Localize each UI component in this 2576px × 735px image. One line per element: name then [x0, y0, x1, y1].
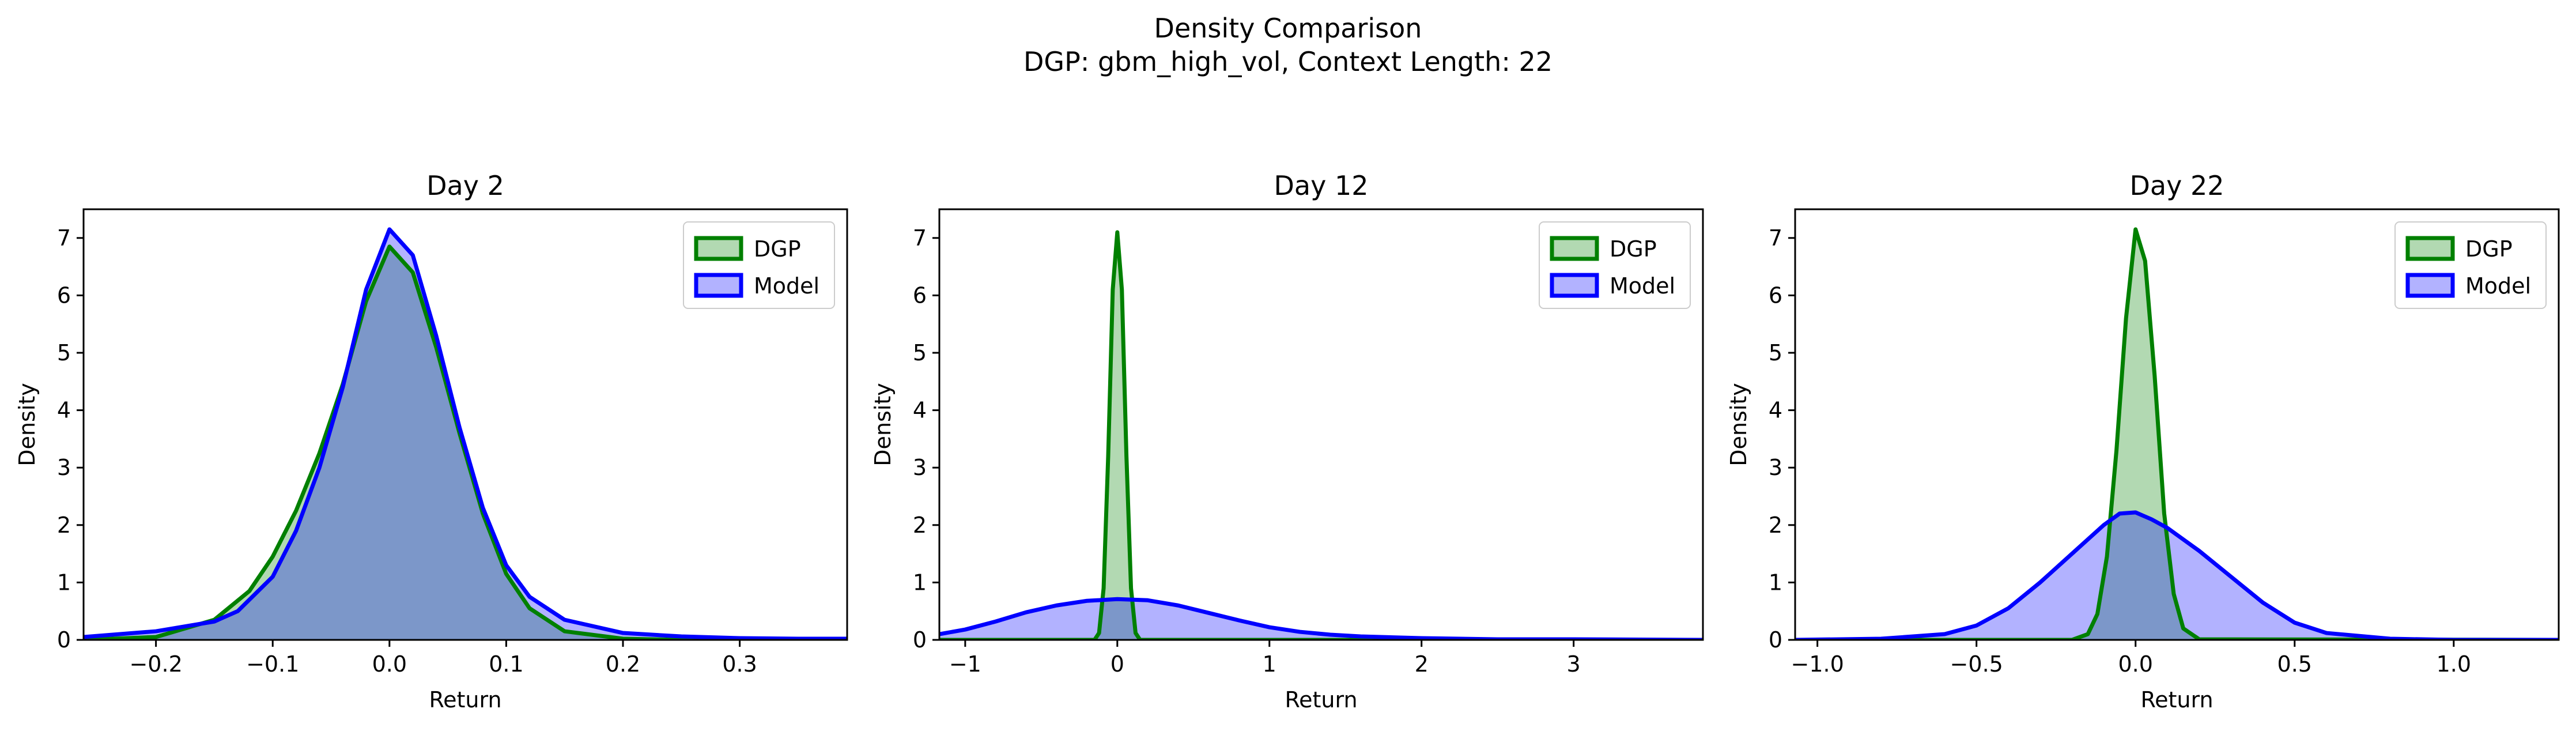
subplot-title: Day 2 — [426, 170, 504, 201]
y-tick-label: 7 — [57, 225, 71, 251]
legend-label-model: Model — [1610, 273, 1675, 299]
legend: DGP Model — [2394, 221, 2547, 309]
legend-swatch-model — [1550, 273, 1599, 298]
x-tick-label: −0.2 — [129, 651, 182, 677]
plot-area — [1795, 227, 2559, 640]
y-tick-label: 3 — [57, 455, 71, 480]
axes-frame — [82, 208, 848, 641]
subplot-2: −1 0 1 2 3 0 1 2 3 4 5 6 7 Return Density Day 12 DGP Mode… — [870, 170, 1704, 713]
x-tick-label: 1.0 — [2437, 651, 2471, 677]
y-axis-label: Density — [1726, 383, 1751, 466]
y-tick-label: 3 — [913, 455, 927, 480]
density-line-dgp — [84, 244, 847, 640]
legend: DGP Model — [683, 221, 835, 309]
y-axis-label: Density — [14, 383, 40, 466]
y-tick-label: 7 — [1769, 225, 1782, 251]
legend-swatch-dgp — [1550, 236, 1599, 261]
x-tick-label: 0.3 — [722, 651, 757, 677]
y-tick-label: 5 — [1769, 340, 1782, 365]
legend-swatch-model — [694, 273, 743, 298]
y-tick-label: 0 — [57, 627, 71, 653]
axes-frame — [938, 208, 1704, 641]
y-axis-label: Density — [870, 383, 896, 466]
x-axis-label: Return — [2140, 687, 2213, 713]
legend-swatch-dgp — [694, 236, 743, 261]
subplot-title: Day 22 — [2130, 170, 2224, 201]
y-tick-label: 5 — [57, 340, 71, 365]
y-tick-label: 0 — [913, 627, 927, 653]
y-tick-label: 6 — [913, 282, 927, 308]
x-tick-label: −1.0 — [1791, 651, 1844, 677]
density-line-model — [1795, 510, 2559, 640]
x-tick-label: 0.1 — [489, 651, 523, 677]
subplot-3: −1.0 −0.5 0.0 0.5 1.0 0 1 2 3 4 5 6 7 Return Density Da… — [1726, 170, 2560, 713]
density-line-model — [939, 597, 1703, 640]
density-line-model — [84, 227, 847, 640]
legend-label-model: Model — [754, 273, 819, 299]
subplot-1: −0.2 −0.1 0.0 0.1 0.2 0.3 0 1 2 3 4 5 6 7 Return Densit… — [14, 170, 848, 713]
y-tick-label: 7 — [913, 225, 927, 251]
y-tick-label: 4 — [1769, 398, 1782, 423]
x-tick-label: 0.5 — [2277, 651, 2312, 677]
x-tick-label: −0.1 — [246, 651, 299, 677]
legend-label-dgp: DGP — [1610, 236, 1657, 262]
x-axis-label: Return — [1285, 687, 1357, 713]
legend-box — [1539, 221, 1691, 309]
y-tick-label: 4 — [913, 398, 927, 423]
legend-label-model: Model — [2465, 273, 2531, 299]
x-tick-label: 2 — [1415, 651, 1429, 677]
figure-subtitle: DGP: gbm_high_vol, Context Length: 22 — [1023, 46, 1553, 77]
x-tick-label: −1 — [949, 651, 981, 677]
y-tick-label: 2 — [1769, 512, 1782, 538]
legend: DGP Model — [1539, 221, 1691, 309]
density-fill-dgp — [84, 246, 847, 640]
x-tick-label: 0.0 — [2118, 651, 2153, 677]
axes-frame — [1794, 208, 2560, 641]
y-tick-label: 1 — [1769, 570, 1782, 595]
y-tick-label: 1 — [57, 570, 71, 595]
subplot-title: Day 12 — [1274, 170, 1369, 201]
legend-label-dgp: DGP — [754, 236, 801, 262]
legend-box — [2394, 221, 2547, 309]
x-axis-label: Return — [429, 687, 501, 713]
y-tick-label: 6 — [57, 282, 71, 308]
legend-box — [683, 221, 835, 309]
legend-swatch-dgp — [2405, 236, 2455, 261]
x-tick-label: 0 — [1111, 651, 1124, 677]
legend-label-dgp: DGP — [2465, 236, 2513, 262]
density-fill-model — [939, 599, 1703, 640]
density-line-dgp — [939, 230, 1703, 640]
subplot-panels: −0.2 −0.1 0.0 0.1 0.2 0.3 0 1 2 3 4 5 6 7 Return Densit… — [14, 170, 2560, 713]
x-tick-label: 3 — [1567, 651, 1581, 677]
y-tick-label: 1 — [913, 570, 927, 595]
plot-area — [84, 227, 847, 640]
density-line-dgp — [1795, 227, 2559, 640]
density-fill-model — [1795, 512, 2559, 640]
figure-title: Density Comparison — [1154, 13, 1422, 44]
plot-area — [939, 230, 1703, 640]
x-tick-label: 0.0 — [372, 651, 407, 677]
x-tick-label: 0.2 — [606, 651, 640, 677]
y-tick-label: 2 — [57, 512, 71, 538]
y-tick-label: 2 — [913, 512, 927, 538]
x-tick-label: −0.5 — [1950, 651, 2003, 677]
y-tick-label: 5 — [913, 340, 927, 365]
density-fill-model — [84, 229, 847, 640]
legend-swatch-model — [2405, 273, 2455, 298]
y-tick-label: 4 — [57, 398, 71, 423]
y-tick-label: 6 — [1769, 282, 1782, 308]
y-tick-label: 3 — [1769, 455, 1782, 480]
x-tick-label: 1 — [1263, 651, 1276, 677]
y-tick-label: 0 — [1769, 627, 1782, 653]
